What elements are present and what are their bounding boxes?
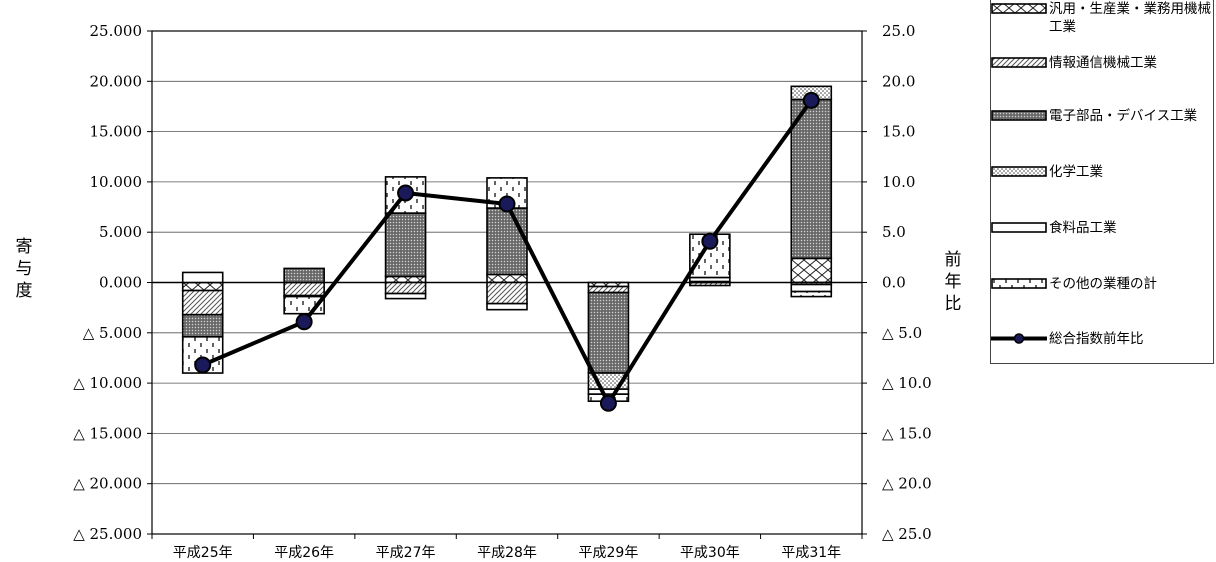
legend-swatch: [991, 3, 1047, 14]
legend-swatch: [991, 57, 1047, 68]
left-tick-label: 10.000: [90, 173, 143, 191]
bar-segment: [181, 289, 224, 316]
legend-label: 総合指数前年比: [1049, 331, 1144, 347]
left-tick-label: △ 20.000: [73, 475, 142, 493]
bar-segment: [384, 275, 427, 284]
right-tick-label: 10.0: [882, 173, 915, 191]
bar-segment: [283, 267, 325, 284]
left-axis-tick-labels: 25.000 20.000 15.000 10.000 5.000 0.000 △ 5.00…: [73, 22, 142, 543]
bar-segment: [181, 313, 224, 338]
line-series-layer: [194, 91, 820, 412]
bar-segment: [790, 98, 833, 260]
legend-label: 食料品工業: [1049, 220, 1117, 236]
left-tick-label: △ 5.000: [83, 324, 142, 342]
left-tick-label: △ 15.000: [73, 424, 142, 442]
line-marker: [397, 184, 415, 202]
right-tick-label: △ 10.0: [882, 374, 932, 392]
legend-swatch: [991, 110, 1047, 121]
legend-item: 電子部品・デバイス工業: [991, 107, 1215, 125]
right-tick-label: 15.0: [882, 123, 915, 141]
line-marker: [599, 394, 617, 412]
category-label: 平成27年: [376, 545, 436, 561]
line-marker: [498, 195, 516, 213]
bar-segment: [384, 281, 427, 295]
bar-segment: [181, 281, 224, 292]
legend-label: 情報通信機械工業: [1049, 55, 1157, 71]
legend-item: 情報通信機械工業: [991, 54, 1215, 72]
bar-segment: [587, 291, 630, 374]
legend-item: 食料品工業: [991, 219, 1215, 237]
bar-segment: [283, 281, 325, 297]
legend-label: 化学工業: [1049, 164, 1103, 180]
left-tick-label: 20.000: [90, 72, 143, 90]
left-tick-label: 0.000: [99, 274, 142, 292]
bar-segment: [486, 302, 528, 311]
right-tick-label: △ 15.0: [882, 424, 932, 442]
category-label: 平成30年: [680, 545, 740, 561]
bar-segment: [486, 281, 528, 305]
legend-swatch: [991, 333, 1047, 344]
x-axis-category-labels: 平成25年 平成26年 平成27年 平成28年 平成29年 平成30年 平成31年: [173, 545, 841, 561]
line-marker: [295, 313, 313, 331]
right-tick-label: 5.0: [882, 223, 906, 241]
category-label: 平成31年: [781, 545, 841, 561]
legend: 汎用・生産業・業務用機械工業情報通信機械工業電子部品・デバイス工業 化学工業食料品…: [990, 0, 1214, 364]
legend-label: 汎用・生産業・業務用機械工業: [1049, 1, 1211, 35]
bar-segment: [181, 271, 224, 284]
right-tick-label: △ 5.0: [882, 324, 922, 342]
bar-segment: [790, 290, 833, 298]
bar-segment: [384, 212, 427, 278]
legend-swatch: [991, 278, 1047, 289]
right-axis-tick-labels: 25.0 20.0 15.0 10.0 5.0 0.0 △ 5.0 △ 10.0 △ 15.0 △…: [882, 22, 932, 543]
category-label: 平成28年: [477, 545, 537, 561]
bar-segment: [790, 257, 833, 284]
line-marker: [701, 232, 719, 250]
left-tick-label: △ 25.000: [73, 525, 142, 543]
bar-segment: [790, 283, 833, 293]
bar-segment: [486, 273, 528, 284]
right-tick-label: △ 20.0: [882, 475, 932, 493]
bar-stack-layer: [181, 85, 833, 403]
legend-label: 電子部品・デバイス工業: [1049, 108, 1198, 124]
right-tick-label: △ 25.0: [882, 525, 932, 543]
plot-frame: [147, 30, 867, 539]
right-axis-title: 前年比: [945, 250, 962, 314]
axis-titles: 寄与度 前年比: [16, 237, 962, 314]
category-label: 平成25年: [173, 545, 233, 561]
legend-item: 化学工業: [991, 163, 1215, 181]
legend-item: その他の業種の計: [991, 275, 1215, 293]
right-tick-label: 25.0: [882, 22, 915, 40]
category-label: 平成29年: [579, 545, 639, 561]
bar-segment: [587, 285, 630, 294]
line-marker: [802, 91, 820, 109]
legend-item: 総合指数前年比: [991, 330, 1215, 348]
bar-segment: [384, 292, 427, 300]
category-label: 平成26年: [274, 545, 334, 561]
legend-swatch: [991, 166, 1047, 177]
bar-segment: [486, 207, 528, 276]
line-marker: [194, 356, 212, 374]
left-tick-label: 15.000: [90, 123, 143, 141]
legend-swatch: [991, 222, 1047, 233]
right-tick-label: 20.0: [882, 72, 915, 90]
legend-label: その他の業種の計: [1049, 276, 1157, 292]
left-tick-label: △ 10.000: [73, 374, 142, 392]
legend-item: 汎用・生産業・業務用機械工業: [991, 0, 1215, 36]
right-tick-label: 0.0: [882, 274, 906, 292]
left-tick-label: 25.000: [90, 22, 143, 40]
left-tick-label: 5.000: [99, 223, 142, 241]
left-axis-title: 寄与度: [16, 237, 33, 301]
